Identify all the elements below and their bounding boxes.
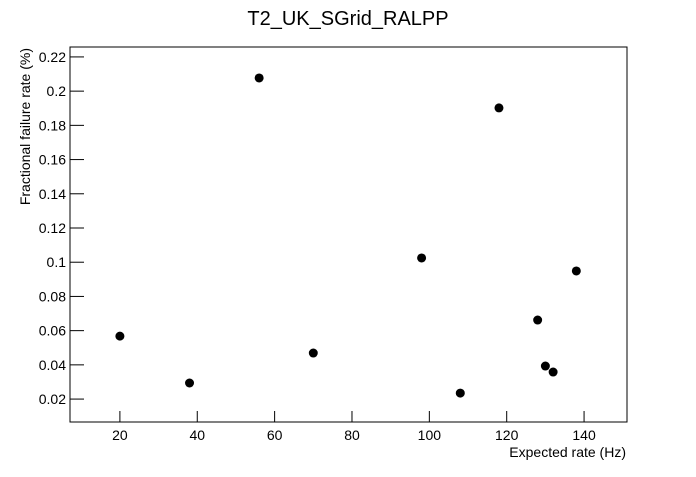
point xyxy=(308,348,318,358)
y-tick-label: 0.18 xyxy=(39,117,66,133)
y-tick-label: 0.02 xyxy=(39,391,66,407)
point xyxy=(185,378,195,388)
y-tick-label: 0.2 xyxy=(47,83,67,99)
y-axis-title: Fractional failure rate (%) xyxy=(17,48,33,205)
x-tick-label: 120 xyxy=(495,427,519,443)
plot-frame xyxy=(69,46,628,423)
point xyxy=(540,361,550,371)
x-axis-title: Expected rate (Hz) xyxy=(509,444,626,460)
y-tick-label: 0.08 xyxy=(39,288,66,304)
point xyxy=(417,253,427,263)
y-tick-label: 0.22 xyxy=(39,49,66,65)
y-tick-label: 0.12 xyxy=(39,220,66,236)
point xyxy=(455,388,465,398)
x-tick-label: 20 xyxy=(112,427,128,443)
x-tick-label: 140 xyxy=(572,427,596,443)
y-tick-label: 0.14 xyxy=(39,186,66,202)
x-tick-label: 100 xyxy=(418,427,442,443)
point xyxy=(548,367,558,377)
y-tick-label: 0.06 xyxy=(39,323,66,339)
y-tick-label: 0.1 xyxy=(47,254,67,270)
chart-title: T2_UK_SGrid_RALPP xyxy=(247,8,448,30)
y-tick-label: 0.16 xyxy=(39,152,66,168)
point xyxy=(571,266,581,276)
x-tick-label: 60 xyxy=(267,427,283,443)
point xyxy=(494,103,504,113)
point xyxy=(533,315,543,325)
x-tick-label: 40 xyxy=(189,427,205,443)
y-tick-label: 0.04 xyxy=(39,357,66,373)
point xyxy=(115,331,125,341)
x-tick-label: 80 xyxy=(344,427,360,443)
point xyxy=(254,73,264,83)
